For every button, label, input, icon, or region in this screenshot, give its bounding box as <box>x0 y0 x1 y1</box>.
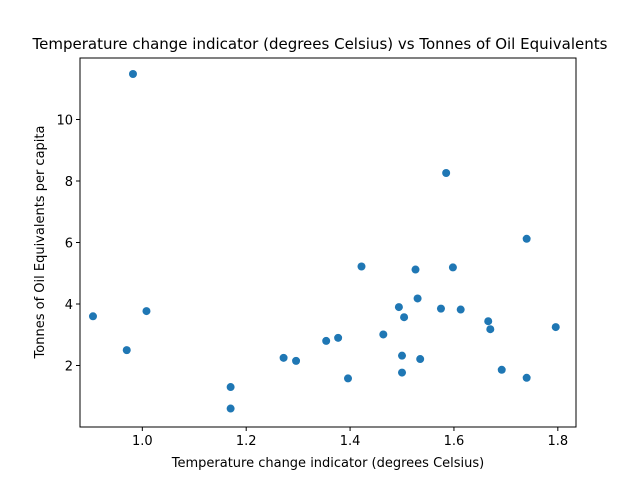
y-axis-ticks: 2 4 6 8 10 <box>56 114 80 375</box>
data-point <box>226 404 235 413</box>
y-tick-label: 10 <box>56 114 73 129</box>
data-point <box>357 262 366 271</box>
y-tick-label: 6 <box>65 237 73 252</box>
data-point <box>88 312 97 321</box>
data-point <box>551 323 560 332</box>
data-point <box>442 169 451 178</box>
x-tick-label: 1.8 <box>547 434 568 449</box>
y-axis-label: Tonnes of Oil Equivalents per capita <box>33 126 48 360</box>
x-tick-label: 1.4 <box>340 434 361 449</box>
data-point <box>226 383 235 392</box>
data-point <box>436 304 445 313</box>
data-point <box>343 374 352 383</box>
chart-title: Temperature change indicator (degrees Ce… <box>32 35 608 53</box>
data-point <box>398 351 407 360</box>
data-point <box>400 313 409 322</box>
data-point <box>394 303 403 312</box>
x-axis-ticks: 1.0 1.2 1.4 1.6 1.8 <box>132 427 568 449</box>
data-point <box>413 294 422 303</box>
data-point <box>334 333 343 342</box>
data-point <box>279 353 288 362</box>
data-point <box>416 355 425 364</box>
data-point <box>497 365 506 374</box>
data-point <box>448 263 457 272</box>
x-tick-label: 1.0 <box>132 434 153 449</box>
data-point <box>398 368 407 377</box>
x-tick-label: 1.6 <box>444 434 465 449</box>
data-point <box>379 330 388 339</box>
data-point <box>122 346 131 355</box>
data-points <box>88 69 560 413</box>
data-point <box>486 325 495 334</box>
data-point <box>142 307 151 316</box>
data-point <box>411 265 420 274</box>
y-tick-label: 2 <box>65 360 73 375</box>
data-point <box>484 317 493 326</box>
data-point <box>292 356 301 365</box>
data-point <box>456 305 465 314</box>
y-tick-label: 4 <box>65 298 73 313</box>
data-point <box>522 373 531 382</box>
y-tick-label: 8 <box>65 175 73 190</box>
data-point <box>522 234 531 243</box>
x-tick-label: 1.2 <box>236 434 257 449</box>
data-point <box>128 69 137 78</box>
x-axis-label: Temperature change indicator (degrees Ce… <box>171 456 485 471</box>
data-point <box>322 336 331 345</box>
